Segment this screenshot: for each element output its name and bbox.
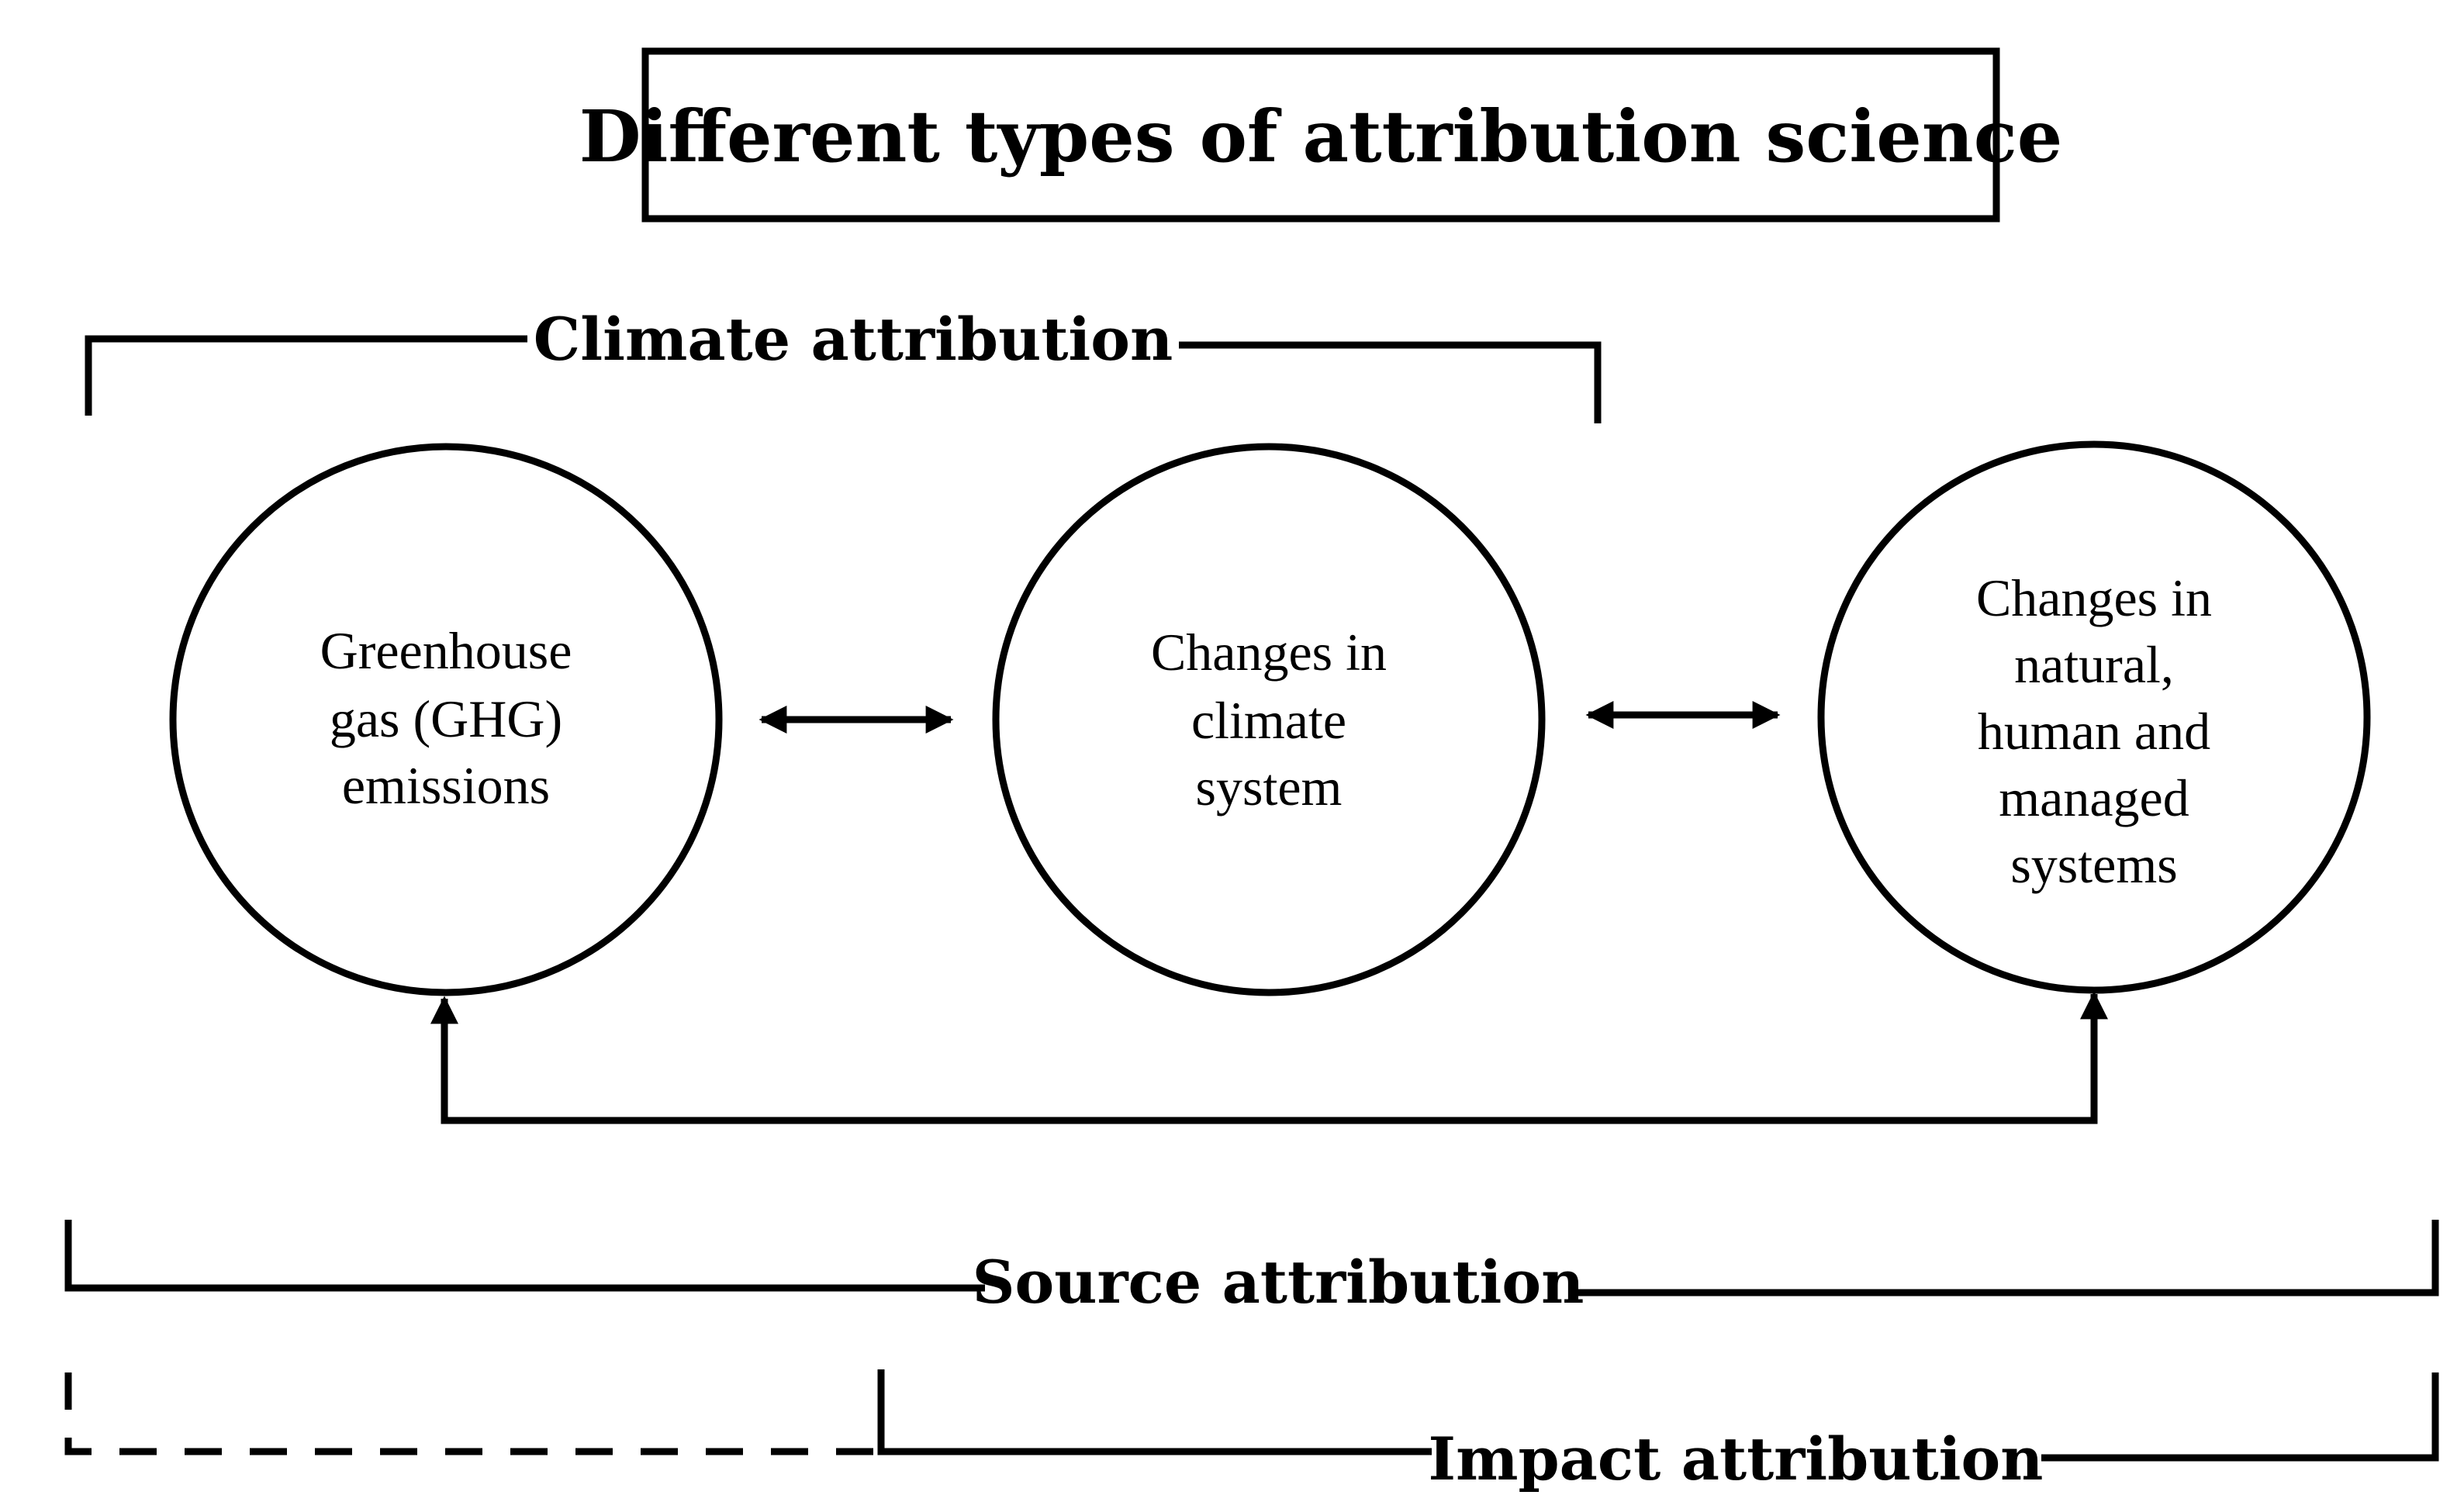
source-attribution-bracket: Source attribution — [64, 1220, 2439, 1317]
node-impacts-line-5: systems — [2010, 835, 2177, 894]
node-ghg-emissions: Greenhouse gas (GHG) emissions — [169, 443, 723, 996]
node-impacts-line-3: human and — [1978, 702, 2210, 761]
node-ghg-line-1: Greenhouse — [320, 621, 572, 680]
node-climate-line-1: Changes in — [1151, 623, 1387, 682]
node-impacts-line-2: natural, — [2014, 635, 2174, 694]
diagram-title: Different types of attribution science — [579, 95, 2063, 178]
climate-attribution-bracket: Climate attribution — [85, 305, 1602, 423]
node-ghg-line-2: gas (GHG) — [330, 689, 562, 748]
impact-attribution-dashed-extension — [64, 1372, 880, 1455]
node-ghg-line-3: emissions — [342, 756, 550, 815]
node-climate-system: Changes in climate system — [992, 443, 1546, 996]
node-climate-line-3: system — [1196, 758, 1343, 817]
node-impacted-systems: Changes in natural, human and managed sy… — [1817, 440, 2371, 994]
source-attribution-label: Source attribution — [973, 1248, 1584, 1317]
node-impacts-line-4: managed — [1999, 768, 2189, 827]
impact-attribution-label: Impact attribution — [1429, 1424, 2044, 1493]
impact-attribution-bracket: Impact attribution — [64, 1369, 2439, 1493]
climate-attribution-label: Climate attribution — [534, 305, 1173, 374]
feedback-connector-arrow — [430, 991, 2108, 1124]
title-box: Different types of attribution science — [579, 47, 2063, 223]
node-impacts-line-1: Changes in — [1976, 568, 2212, 627]
node-climate-line-2: climate — [1191, 691, 1346, 750]
